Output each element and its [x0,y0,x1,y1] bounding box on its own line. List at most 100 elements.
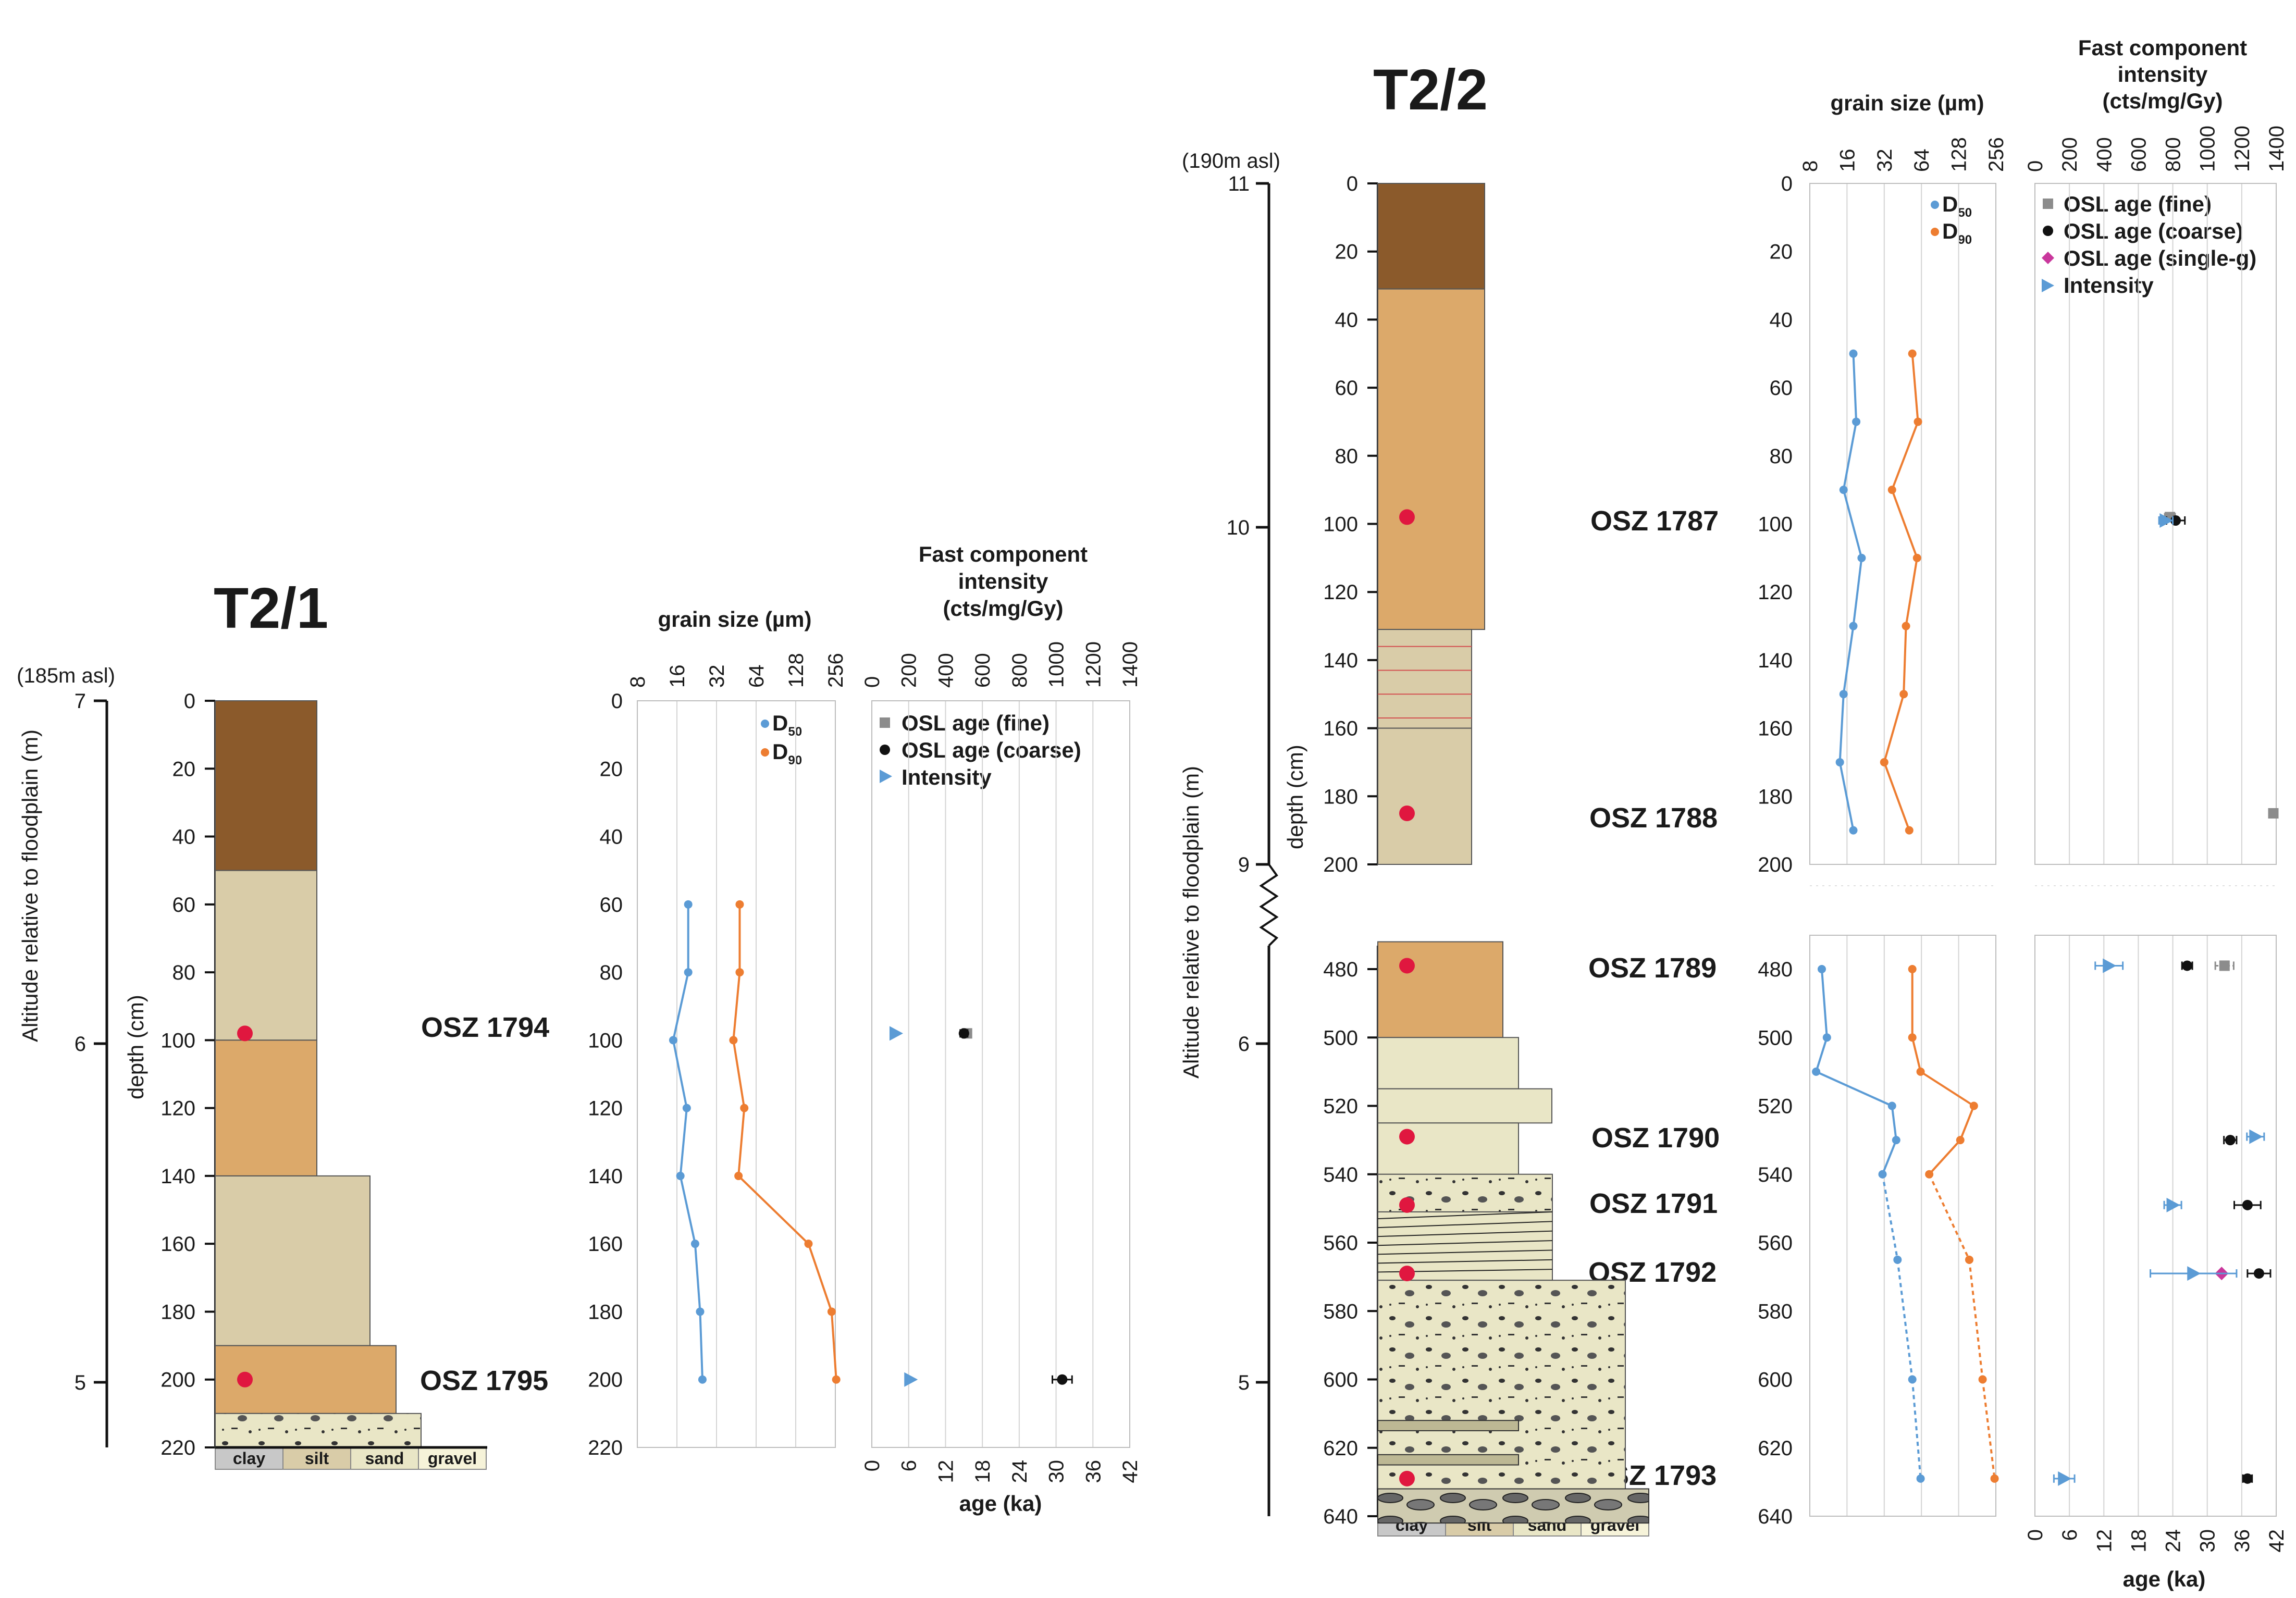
legend-d50-t22: D50 [1942,192,1972,220]
altitude-tick-label-t22: 6 [1238,1033,1250,1056]
d90-series-t22-segment [1981,1379,1996,1479]
grain-depth-tick-label-t22: 560 [1758,1232,1793,1255]
texture-sand: sand [365,1449,404,1468]
osl-legend-t22: OSL age (fine) OSL age (coarse) OSL age … [2042,192,2256,298]
sediment-unit-t22 [1377,727,1472,865]
d90-series-t21-point [827,1307,836,1316]
d90-series-t22-point [1905,826,1914,835]
osl-legend-t21: OSL age (fine) OSL age (coarse) Intensit… [880,711,1081,789]
grain-tick-label-t21: 64 [745,665,768,688]
grain-depth-tick-label-t21: 0 [611,690,623,713]
grain-depth-tick-label-t21: 120 [588,1097,623,1120]
d50-series-t22-point [1822,1033,1831,1042]
osl-coarse-point-t22 [2182,960,2193,971]
altitude-tick-label-t22: 10 [1227,516,1250,539]
age-tick-label-t22: 42 [2265,1529,2288,1553]
depth-tick-label-t21: 40 [172,826,196,849]
depth-tick-label-t22: 540 [1323,1163,1358,1186]
intensity-tick-label-t21: 1200 [1082,641,1105,688]
intensity-point-t22 [2103,958,2117,973]
d90-series-t21-segment [807,1243,833,1312]
d50-series-t22-segment [1881,1174,1899,1260]
crossbed-line-t22 [1377,1221,1553,1229]
fast-header-t22-line2: intensity [2118,62,2208,86]
legend-d90-marker [1931,228,1939,236]
legend-intensity-marker [2042,279,2054,292]
d90-series-t22-point [1899,690,1908,699]
intensity-point-t22 [2166,1197,2180,1212]
osl-coarse-point-t21 [1057,1374,1068,1385]
d50-series-t21-segment [672,1039,688,1109]
d90-series-t21-segment [732,972,741,1040]
sample-label-osz-1791: OSZ 1791 [1589,1188,1718,1219]
sample-dot-t22 [1399,1129,1415,1145]
age-tick-label-t21: 36 [1082,1460,1105,1483]
sample-label-osz-1787: OSZ 1787 [1590,505,1719,537]
d50-series-t22-point [1852,417,1861,426]
legend-coarse-marker [880,745,890,755]
grain-depth-tick-label-t22: 600 [1758,1369,1793,1392]
grain-depth-tick-label-t22: 620 [1758,1437,1793,1460]
grain-depth-tick-label-t22: 200 [1758,853,1793,876]
legend-intensity-marker [880,770,892,783]
intensity-tick-label-t21: 600 [971,653,994,688]
grain-legend-t21: D50 D90 [761,711,802,767]
grain-depth-tick-label-t22: 20 [1770,241,1793,264]
d90-series-t22-segment [1883,693,1905,763]
depth-tick-label-t22: 140 [1323,649,1358,672]
age-tick-label-t22: 18 [2127,1529,2150,1553]
osl-plot-upper-t22-frame [2034,183,2277,865]
legend-osl-coarse-t22: OSL age (coarse) [2064,219,2243,243]
d90-series-t22-segment [1891,489,1918,559]
d50-series-t21-point [682,1104,691,1112]
grain-depth-tick-label-t22: 580 [1758,1300,1793,1323]
legend-d50-marker [761,720,769,728]
sample-dot-t22 [1399,1470,1415,1486]
d90-series-t21-point [735,968,744,977]
d50-series-t22-segment [1842,422,1858,490]
d50-series-t22-segment [1838,762,1855,831]
d90-series-t22-segment [1968,1259,1984,1380]
fast-header-t22-line1: Fast component [2078,35,2247,60]
intensity-tick-label-t21: 200 [898,653,921,688]
d90-series-t22-point [1969,1101,1978,1110]
age-tick-label-t21: 6 [898,1460,921,1471]
legend-single-marker [2042,252,2054,264]
altitude-tick-label-t21: 5 [75,1371,86,1394]
profile-title-t22: T2/2 [1373,58,1488,122]
grain-depth-tick-label-t21: 100 [588,1029,623,1052]
grain-legend-t22: D50 D90 [1931,192,1972,247]
d90-series-t21-point [735,900,744,909]
d90-series-t21-segment [737,1108,746,1176]
depth-tick-label-t22: 60 [1335,377,1359,400]
altitude-tick-label-t22: 9 [1238,853,1250,876]
intensity-tick-label-t22: 400 [2093,137,2116,172]
grain-depth-tick-label-t22: 640 [1758,1505,1793,1528]
age-tick-label-t21: 12 [934,1460,957,1483]
sample-dot-t21 [237,1025,253,1042]
depth-tick-label-t21: 180 [161,1300,195,1323]
d50-series-t22-point [1893,1255,1902,1264]
legend-osl-coarse-t21: OSL age (coarse) [902,738,1081,762]
crossbed-line-t22 [1377,1249,1553,1255]
d50-series-t22-segment [1852,558,1863,626]
sediment-unit-gravel-t21 [215,1413,422,1448]
d50-series-t22-segment [1891,1106,1897,1141]
texture-box-gravel [418,1447,487,1470]
d50-series-t22-point [1908,1375,1917,1384]
depth-axis-label-t21: depth (cm) [124,995,148,1099]
sediment-unit-t21 [215,1039,317,1176]
age-tick-label-t22: 12 [2093,1529,2116,1553]
d90-series-t22-segment [1920,1071,1974,1107]
grain-tick-label-t22: 64 [1910,149,1933,172]
depth-tick-label-t21: 100 [161,1029,195,1052]
legend-osl-fine-t22: OSL age (fine) [2064,192,2212,216]
sample-dot-t21 [237,1371,253,1388]
d90-series-t21-point [832,1375,841,1384]
grain-header-t21: grain size (µm) [658,607,812,631]
age-axis-label-t21: age (ka) [959,1491,1042,1516]
sediment-unit-gravel-t22 [1377,1280,1626,1490]
grain-depth-tick-label-t22: 160 [1758,717,1793,740]
d90-series-t22-segment [1928,1173,1970,1260]
